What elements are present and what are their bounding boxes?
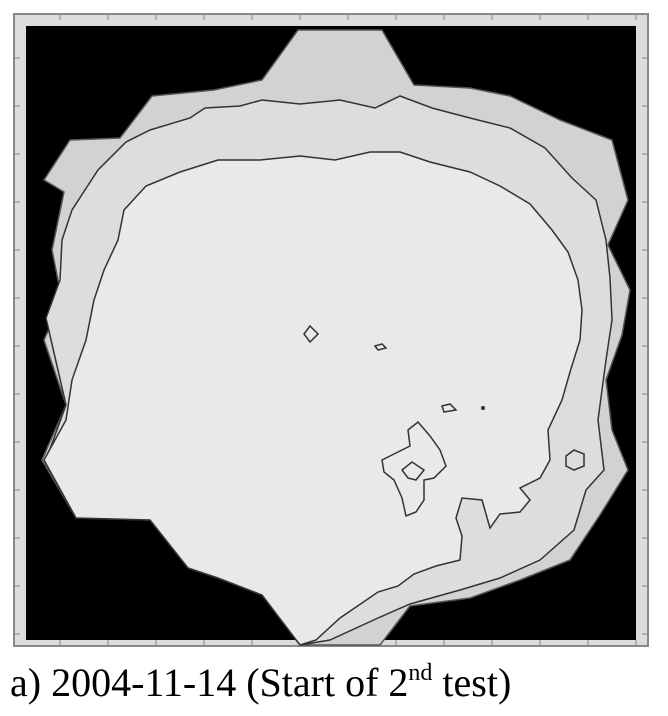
frame-ticks xyxy=(14,14,648,646)
figure-caption: a) 2004-11-14 (Start of 2nd test) xyxy=(10,656,660,710)
caption-text: (Start of 2 xyxy=(246,660,409,705)
caption-superscript: nd xyxy=(408,660,433,686)
caption-text-end: test) xyxy=(442,660,512,705)
contour-island xyxy=(481,406,485,410)
contour-island xyxy=(303,324,320,344)
contour-island xyxy=(373,343,388,351)
inner-contour-region xyxy=(43,151,583,646)
caption-label: a) xyxy=(10,660,42,705)
contour-island xyxy=(441,403,458,413)
contour-island xyxy=(381,420,447,518)
caption-date: 2004-11-14 xyxy=(51,660,237,705)
contour-plot xyxy=(13,13,649,647)
contour-island xyxy=(565,449,585,471)
